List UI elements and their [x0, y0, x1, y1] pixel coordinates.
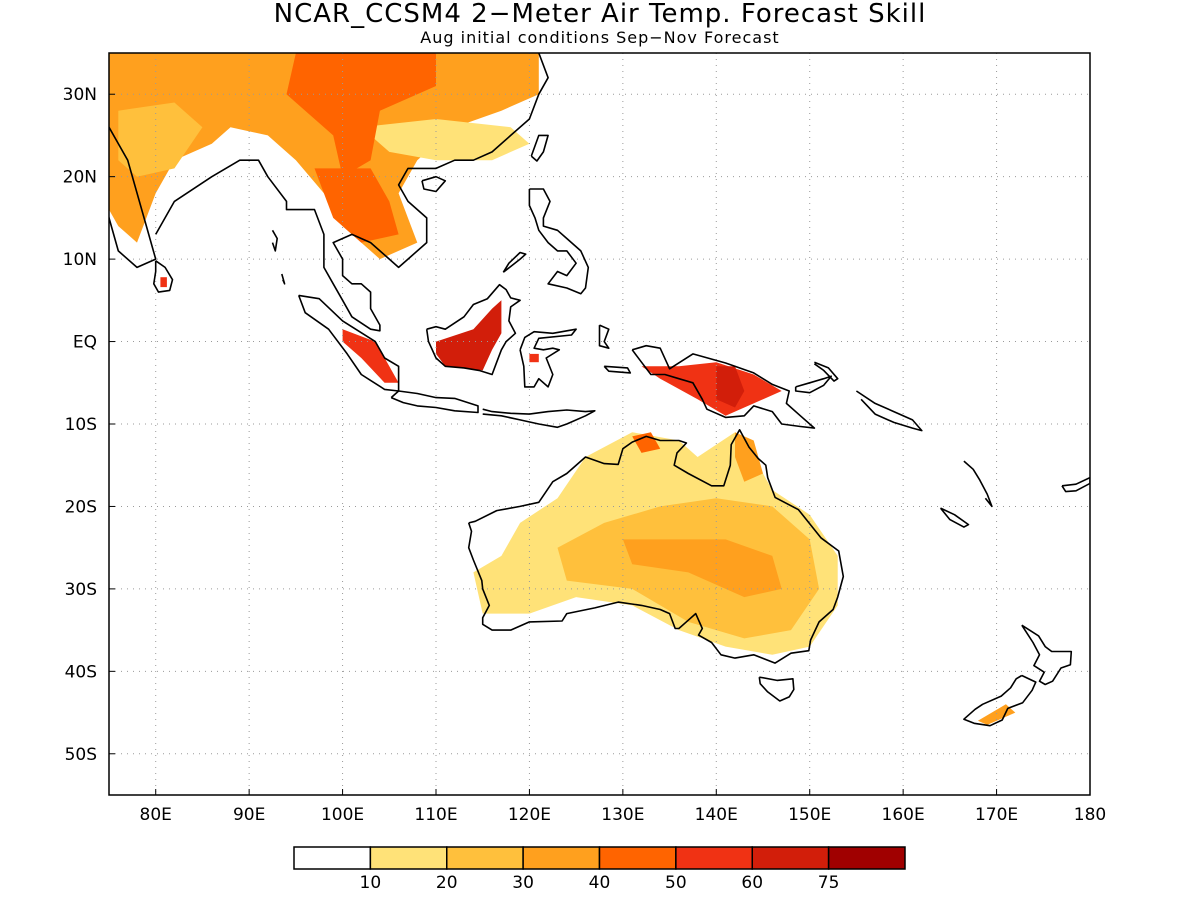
coastline-tasmania [758, 676, 795, 702]
coastline-asia-coast [109, 126, 157, 269]
colorbar-label: 20 [436, 873, 458, 893]
skill-region-cape-york [735, 432, 763, 482]
coastline-new-britain [794, 375, 833, 394]
lon-tick-label: 180 [1074, 805, 1106, 825]
skill-region-south-asia-china [109, 53, 539, 260]
skill-region-india-patches [118, 102, 203, 177]
colorbar-swatch [827, 846, 906, 870]
skill-region-sumatra [342, 329, 399, 383]
skill-region-new-guinea [641, 362, 782, 416]
colorbar-label: 30 [512, 873, 534, 893]
skill-region-new-guinea-core [716, 366, 745, 408]
colorbar-swatch [369, 846, 448, 870]
latitude-labels: 30N 20N 10N EQ 10S 20S 30S 40S 50S [63, 85, 115, 765]
coastline-nicobar [281, 273, 286, 285]
coastline-new-zealand-south [963, 674, 1037, 727]
colorbar-label: 50 [665, 873, 687, 893]
coastline-lesser-sunda [482, 408, 596, 429]
coastline-australia [467, 428, 845, 664]
lon-tick-label: 150E [788, 805, 831, 825]
coastlines [109, 53, 1090, 727]
colorbar-label: 75 [818, 873, 840, 893]
gridlines [109, 53, 1090, 795]
coastline-fiji [1061, 476, 1090, 493]
colorbar-swatch [293, 846, 372, 870]
map-frame [108, 52, 1091, 796]
lat-tick-label: 20S [65, 497, 97, 517]
coastline-andaman [271, 229, 279, 252]
coastline-sulawesi [519, 328, 577, 388]
chart-subtitle: Aug initial conditions Sep−Nov Forecast [420, 28, 780, 47]
coastline-new-zealand-north [1021, 624, 1073, 686]
skill-region-southern-china-light [361, 119, 530, 161]
colorbar-legend: 10 20 30 40 50 60 75 [293, 846, 906, 893]
coastline-philippines [528, 188, 590, 295]
lon-tick-label: 140E [695, 805, 738, 825]
colorbar-swatch [598, 846, 677, 870]
lat-tick-label: 50S [65, 745, 97, 765]
longitude-labels: 80E 90E 100E 110E 120E 130E 140E 150E 160E 170E 18… [140, 789, 1106, 825]
colorbar-swatch [675, 846, 753, 870]
lon-tick-label: 110E [414, 805, 457, 825]
colorbar-swatch [751, 846, 830, 870]
skill-region-sri-lanka [160, 277, 167, 288]
lon-tick-label: 170E [975, 805, 1018, 825]
lon-tick-label: 90E [233, 805, 265, 825]
colorbar-swatch [522, 846, 601, 870]
coastline-hainan [421, 175, 447, 193]
coastline-seram [603, 365, 632, 374]
lat-tick-label: 10S [65, 415, 97, 435]
coastline-sri-lanka [153, 260, 174, 293]
coastline-new-guinea [631, 344, 816, 429]
coastline-palawan [502, 251, 527, 273]
colorbar-label: 10 [360, 873, 382, 893]
skill-region-indochina-orange [314, 168, 399, 243]
skill-region-new-zealand [977, 704, 1016, 725]
skill-region-top-end [632, 432, 661, 453]
skill-region-borneo [436, 300, 502, 371]
lat-tick-label: EQ [73, 333, 97, 353]
lon-tick-label: 120E [508, 805, 551, 825]
coastline-halmahera [598, 324, 610, 350]
lon-tick-label: 160E [882, 805, 925, 825]
lat-tick-label: 40S [65, 662, 97, 682]
coastline-vanuatu [963, 460, 993, 508]
skill-region-sulawesi-spot [529, 353, 539, 363]
colorbar-swatch [446, 846, 524, 870]
colorbar-label: 60 [741, 873, 763, 893]
coastline-taiwan [530, 134, 549, 162]
colorbar-label: 40 [589, 873, 611, 893]
lat-tick-label: 30N [63, 85, 97, 105]
coastline-new-caledonia [939, 507, 970, 528]
chart-title: NCAR_CCSM4 2−Meter Air Temp. Forecast Sk… [273, 0, 927, 29]
coastline-solomons [855, 390, 923, 432]
coastline-borneo [425, 283, 521, 376]
skill-region-australia-core [622, 539, 782, 598]
lat-tick-label: 10N [63, 250, 97, 270]
lon-tick-label: 130E [601, 805, 644, 825]
lon-tick-label: 100E [321, 805, 364, 825]
lat-tick-label: 30S [65, 580, 97, 600]
skill-shading-layer [109, 53, 1016, 725]
coastline-java [390, 390, 479, 414]
skill-region-tibet-china-high [286, 53, 436, 177]
coastline-new-ireland [813, 361, 839, 382]
lon-tick-label: 80E [140, 805, 172, 825]
lat-tick-label: 20N [63, 168, 97, 188]
coastline-bay-of-bengal [155, 53, 549, 332]
